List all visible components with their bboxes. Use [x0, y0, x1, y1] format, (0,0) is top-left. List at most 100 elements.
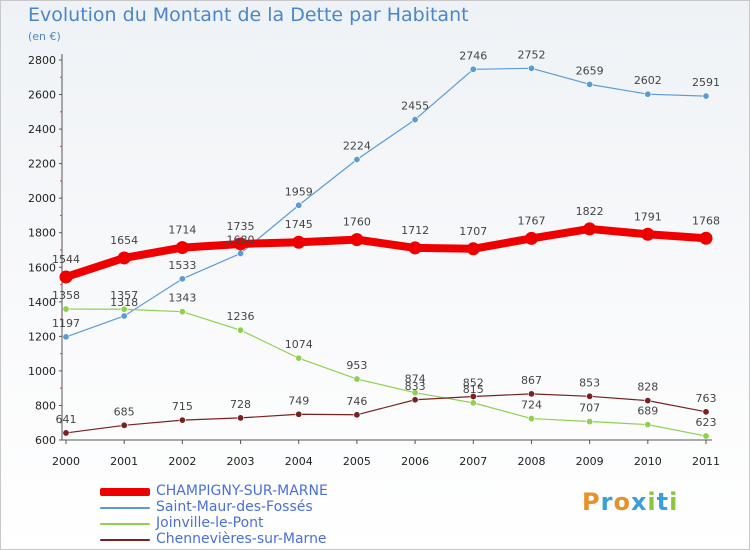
- series-line: [65, 67, 707, 338]
- data-point: [353, 155, 361, 163]
- data-label: 1735: [227, 220, 255, 233]
- data-label: 746: [346, 395, 367, 408]
- data-point: [527, 415, 535, 423]
- data-label: 2224: [343, 139, 371, 152]
- x-tick-label: 2009: [576, 455, 604, 468]
- y-tick-label: 2800: [28, 54, 56, 67]
- legend-swatch: [100, 523, 150, 525]
- x-tick-label: 2001: [110, 455, 138, 468]
- y-tick-label: 1600: [28, 261, 56, 274]
- data-point: [641, 227, 655, 241]
- data-point: [237, 414, 245, 422]
- x-tick-label: 2002: [168, 455, 196, 468]
- x-tick-label: 2008: [517, 455, 545, 468]
- data-point: [120, 305, 128, 313]
- data-point: [583, 222, 597, 236]
- data-label: 852: [463, 376, 484, 389]
- data-point: [527, 390, 535, 398]
- data-label: 715: [172, 400, 193, 413]
- x-tick-label: 2006: [401, 455, 429, 468]
- legend-label: CHAMPIGNY-SUR-MARNE: [156, 483, 328, 499]
- data-point: [524, 231, 538, 245]
- data-label: 724: [521, 399, 542, 412]
- y-tick-label: 2400: [28, 123, 56, 136]
- logo-letter: o: [613, 488, 631, 516]
- data-point: [178, 416, 186, 424]
- data-point: [586, 418, 594, 426]
- data-point: [644, 397, 652, 405]
- y-tick-label: 600: [35, 434, 56, 447]
- data-point: [411, 396, 419, 404]
- legend-label: Saint-Maur-des-Fossés: [156, 499, 313, 515]
- data-label: 867: [521, 374, 542, 387]
- data-point: [702, 408, 710, 416]
- data-label: 685: [114, 405, 135, 418]
- data-label: 1236: [227, 310, 255, 323]
- data-label: 1358: [52, 289, 80, 302]
- data-point: [469, 392, 477, 400]
- data-label: 707: [579, 402, 600, 415]
- data-label: 853: [579, 376, 600, 389]
- y-tick-label: 1800: [28, 227, 56, 240]
- x-tick-label: 2000: [52, 455, 80, 468]
- data-label: 1760: [343, 216, 371, 229]
- series-line: [65, 393, 707, 434]
- data-point: [62, 305, 70, 313]
- data-point: [411, 389, 419, 397]
- data-point: [699, 231, 713, 245]
- data-label: 689: [637, 405, 658, 418]
- data-label: 2455: [401, 100, 429, 113]
- data-point: [702, 432, 710, 440]
- x-tick-label: 2011: [692, 455, 720, 468]
- logo-letter: P: [582, 488, 601, 516]
- data-point: [702, 92, 710, 100]
- data-label: 953: [346, 359, 367, 372]
- data-label: 728: [230, 398, 251, 411]
- x-tick-label: 2010: [634, 455, 662, 468]
- logo-letter: t: [656, 488, 670, 516]
- data-label: 1544: [52, 253, 80, 266]
- data-point: [59, 270, 73, 284]
- x-tick-label: 2004: [285, 455, 313, 468]
- data-point: [353, 375, 361, 383]
- data-label: 641: [56, 413, 77, 426]
- data-label: 815: [463, 383, 484, 396]
- data-label: 623: [696, 416, 717, 429]
- legend-label: Joinville-le-Pont: [156, 515, 264, 531]
- y-tick-label: 800: [35, 399, 56, 412]
- proxiti-logo: Proxiti: [582, 488, 678, 516]
- data-label: 874: [405, 373, 426, 386]
- data-label: 1654: [110, 234, 138, 247]
- chart-title: Evolution du Montant de la Dette par Hab…: [28, 4, 469, 26]
- data-label: 2659: [576, 64, 604, 77]
- logo-letter: x: [630, 488, 648, 516]
- data-label: 749: [288, 394, 309, 407]
- data-label: 2746: [459, 49, 487, 62]
- data-point: [117, 251, 131, 265]
- data-label: 1768: [692, 214, 720, 227]
- data-point: [353, 411, 361, 419]
- data-point: [644, 421, 652, 429]
- data-point: [350, 233, 364, 247]
- data-label: 1680: [227, 233, 255, 246]
- data-label: 2602: [634, 74, 662, 87]
- x-tick-label: 2007: [459, 455, 487, 468]
- legend-label: Chennevières-sur-Marne: [156, 531, 327, 547]
- data-point: [411, 116, 419, 124]
- data-point: [237, 326, 245, 334]
- data-point: [295, 354, 303, 362]
- data-point: [466, 242, 480, 256]
- logo-letter: r: [600, 488, 614, 516]
- data-point: [469, 65, 477, 73]
- data-label: 1791: [634, 210, 662, 223]
- data-point: [586, 392, 594, 400]
- legend-swatch: [100, 488, 150, 496]
- logo-letter: i: [669, 488, 679, 516]
- x-tick-label: 2003: [227, 455, 255, 468]
- data-label: 1357: [110, 289, 138, 302]
- data-point: [62, 429, 70, 437]
- data-point: [527, 64, 535, 72]
- data-point: [237, 249, 245, 257]
